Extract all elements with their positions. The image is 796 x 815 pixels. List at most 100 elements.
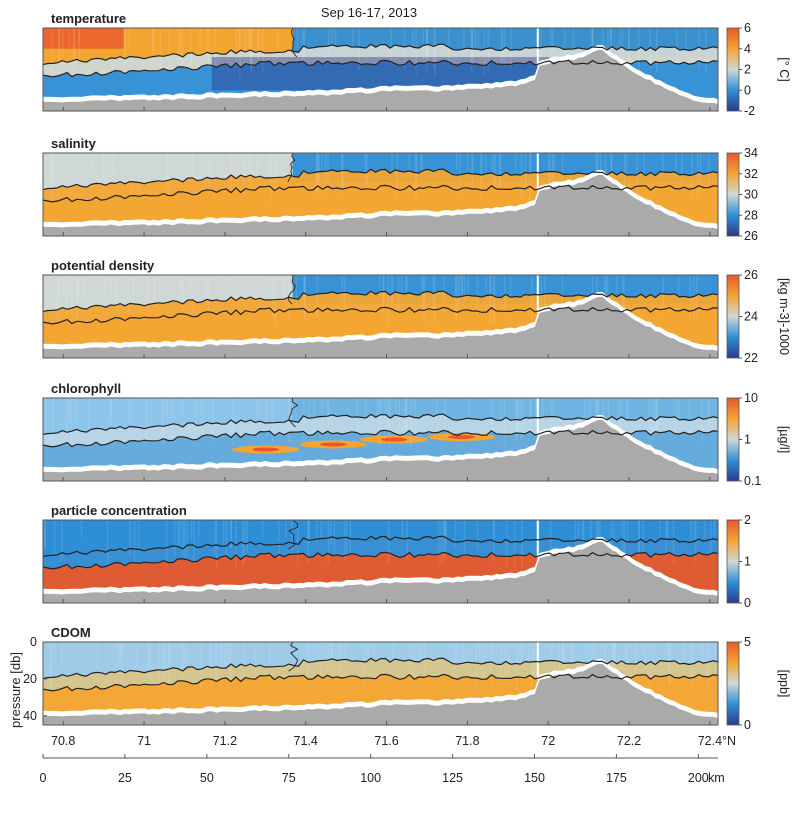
texture-streak	[529, 398, 531, 431]
texture-streak	[656, 398, 659, 430]
front-contour	[288, 398, 299, 428]
texture-streak	[514, 153, 517, 173]
plot-frame	[42, 274, 719, 359]
texture-streak	[524, 153, 527, 189]
texture-streak	[676, 28, 678, 64]
texture-streak	[636, 153, 638, 198]
texture-streak	[463, 520, 466, 557]
texture-streak	[390, 275, 392, 308]
texture-streak	[88, 398, 90, 430]
texture-streak	[644, 642, 646, 670]
texture-streak	[66, 398, 68, 437]
panel-title-particle-concentration: particle concentration	[51, 503, 187, 518]
texture-streak	[284, 275, 287, 308]
texture-streak	[49, 153, 52, 174]
texture-streak	[275, 153, 277, 193]
texture-streak	[133, 520, 136, 566]
warm-patch	[43, 28, 124, 49]
texture-streak	[433, 275, 436, 323]
texture-streak	[324, 153, 327, 197]
colorbar-label-temperature: [° C]	[777, 57, 791, 81]
texture-streak	[382, 275, 384, 310]
texture-streak	[405, 398, 407, 429]
texture-streak	[677, 275, 680, 295]
texture-streak	[463, 28, 465, 52]
texture-streak	[448, 28, 450, 64]
plot-frame	[42, 27, 719, 112]
pressure-tick-label: 0	[30, 635, 37, 649]
texture-streak	[222, 520, 225, 548]
texture-streak	[405, 275, 407, 293]
texture-streak	[571, 642, 574, 666]
texture-streak	[343, 520, 346, 561]
texture-streak	[329, 520, 332, 547]
texture-streak	[243, 153, 245, 195]
texture-streak	[634, 642, 637, 691]
panel-title-cdom: CDOM	[51, 625, 91, 640]
texture-streak	[626, 398, 628, 418]
texture-streak	[626, 398, 628, 428]
texture-streak	[457, 275, 459, 304]
texture-streak	[328, 28, 330, 56]
texture-streak	[406, 520, 408, 561]
colorbar-tick-label: 0	[744, 83, 751, 97]
texture-streak	[351, 28, 354, 48]
texture-streak	[152, 28, 154, 52]
texture-streak	[64, 275, 67, 297]
texture-streak	[454, 520, 456, 548]
texture-streak	[118, 642, 121, 664]
field-particle-concentration	[43, 520, 718, 603]
texture-streak	[326, 398, 328, 422]
texture-streak	[296, 28, 299, 48]
texture-streak	[255, 642, 257, 682]
texture-streak	[692, 642, 694, 682]
texture-streak	[50, 642, 53, 686]
plot-frame	[42, 397, 719, 482]
texture-streak	[533, 642, 536, 676]
texture-streak	[638, 28, 640, 74]
texture-streak	[574, 520, 577, 556]
texture-streak	[66, 275, 68, 322]
texture-streak	[613, 520, 615, 542]
texture-streak	[410, 398, 412, 446]
texture-streak	[167, 153, 169, 198]
texture-streak	[704, 520, 706, 539]
texture-streak	[341, 153, 343, 196]
texture-streak	[229, 642, 232, 686]
texture-streak	[607, 398, 610, 429]
texture-streak	[247, 153, 250, 182]
field-temperature	[43, 28, 718, 111]
texture-streak	[43, 520, 46, 548]
chlorophyll-max-core	[380, 437, 408, 442]
texture-streak	[611, 642, 614, 669]
texture-streak	[262, 520, 264, 538]
texture-streak	[701, 398, 703, 443]
panel-title-chlorophyll: chlorophyll	[51, 381, 121, 396]
texture-streak	[179, 275, 182, 292]
texture-streak	[208, 153, 211, 194]
texture-streak	[68, 28, 70, 49]
texture-streak	[500, 642, 503, 683]
texture-streak	[225, 520, 228, 559]
texture-streak	[315, 153, 318, 190]
texture-streak	[625, 642, 628, 666]
texture-streak	[205, 275, 208, 305]
texture-streak	[454, 642, 457, 668]
texture-streak	[597, 398, 599, 420]
texture-streak	[212, 398, 215, 444]
texture-streak	[716, 153, 718, 191]
texture-streak	[516, 398, 519, 440]
lat-tick-label: 71.4	[294, 734, 318, 748]
colorbar-tick-label: 32	[744, 167, 758, 181]
texture-streak	[562, 642, 564, 662]
colorbar-tick-label: 2	[744, 513, 751, 527]
texture-streak	[456, 153, 458, 170]
texture-streak	[380, 398, 382, 427]
texture-streak	[382, 275, 385, 316]
texture-streak	[72, 28, 75, 71]
texture-streak	[468, 398, 470, 416]
texture-streak	[658, 520, 661, 542]
seafloor	[43, 541, 718, 603]
texture-streak	[553, 153, 555, 171]
texture-streak	[593, 642, 595, 669]
